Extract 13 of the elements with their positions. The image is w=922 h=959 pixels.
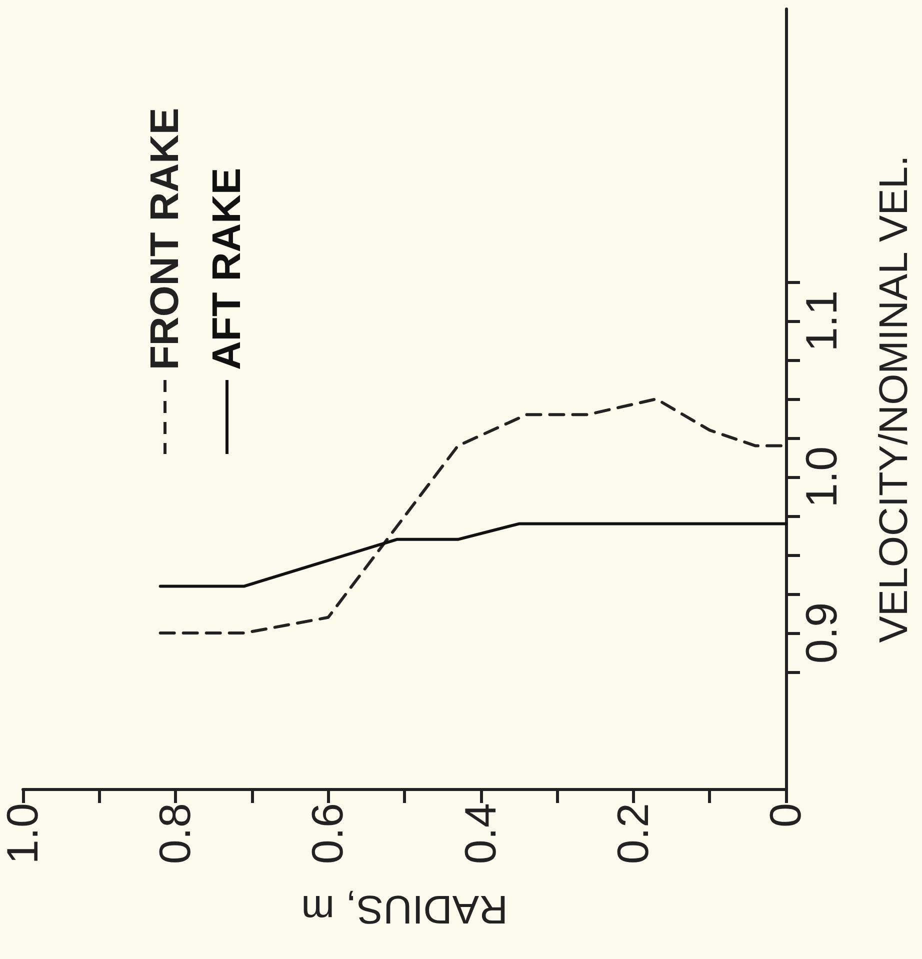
x-tick-label: 0.4 <box>456 803 506 864</box>
x-tick-label: 0.6 <box>304 803 353 864</box>
text: AFT RAKE <box>205 168 249 370</box>
x-axis-title: RADIUS, m <box>301 887 508 931</box>
x-tick-label: 0.2 <box>608 803 658 864</box>
x-tick-label: 0.8 <box>151 803 200 864</box>
y-axis-title: VELOCITY/NOMINAL VEL. <box>872 155 916 643</box>
x-tick-label: 0 <box>762 803 810 828</box>
text: FRONT RAKE <box>143 108 187 370</box>
x-tick-label: 1.0 <box>0 803 48 864</box>
y-tick-label: 0.9 <box>798 602 846 664</box>
y-tick-label: 1.0 <box>798 446 846 508</box>
y-tick-label: 1.1 <box>798 290 846 352</box>
